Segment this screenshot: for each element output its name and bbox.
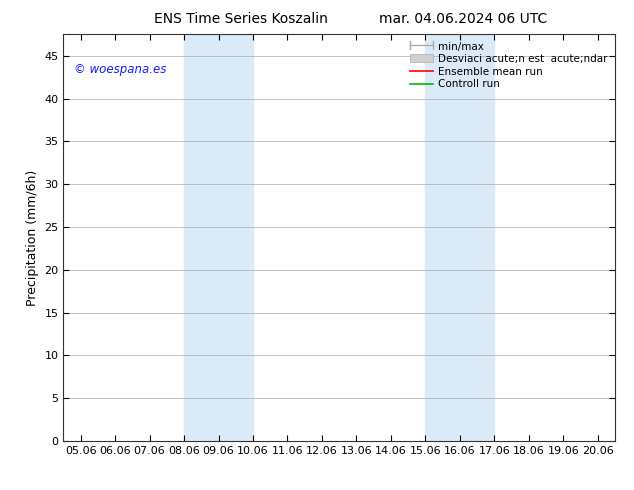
Bar bbox=[425, 34, 495, 441]
Text: ENS Time Series Koszalin: ENS Time Series Koszalin bbox=[154, 12, 328, 26]
Text: mar. 04.06.2024 06 UTC: mar. 04.06.2024 06 UTC bbox=[378, 12, 547, 26]
Y-axis label: Precipitation (mm/6h): Precipitation (mm/6h) bbox=[26, 170, 39, 306]
Legend: min/max, Desviaci acute;n est  acute;ndar, Ensemble mean run, Controll run: min/max, Desviaci acute;n est acute;ndar… bbox=[408, 40, 610, 92]
Bar bbox=[184, 34, 253, 441]
Text: © woespana.es: © woespana.es bbox=[74, 63, 167, 76]
